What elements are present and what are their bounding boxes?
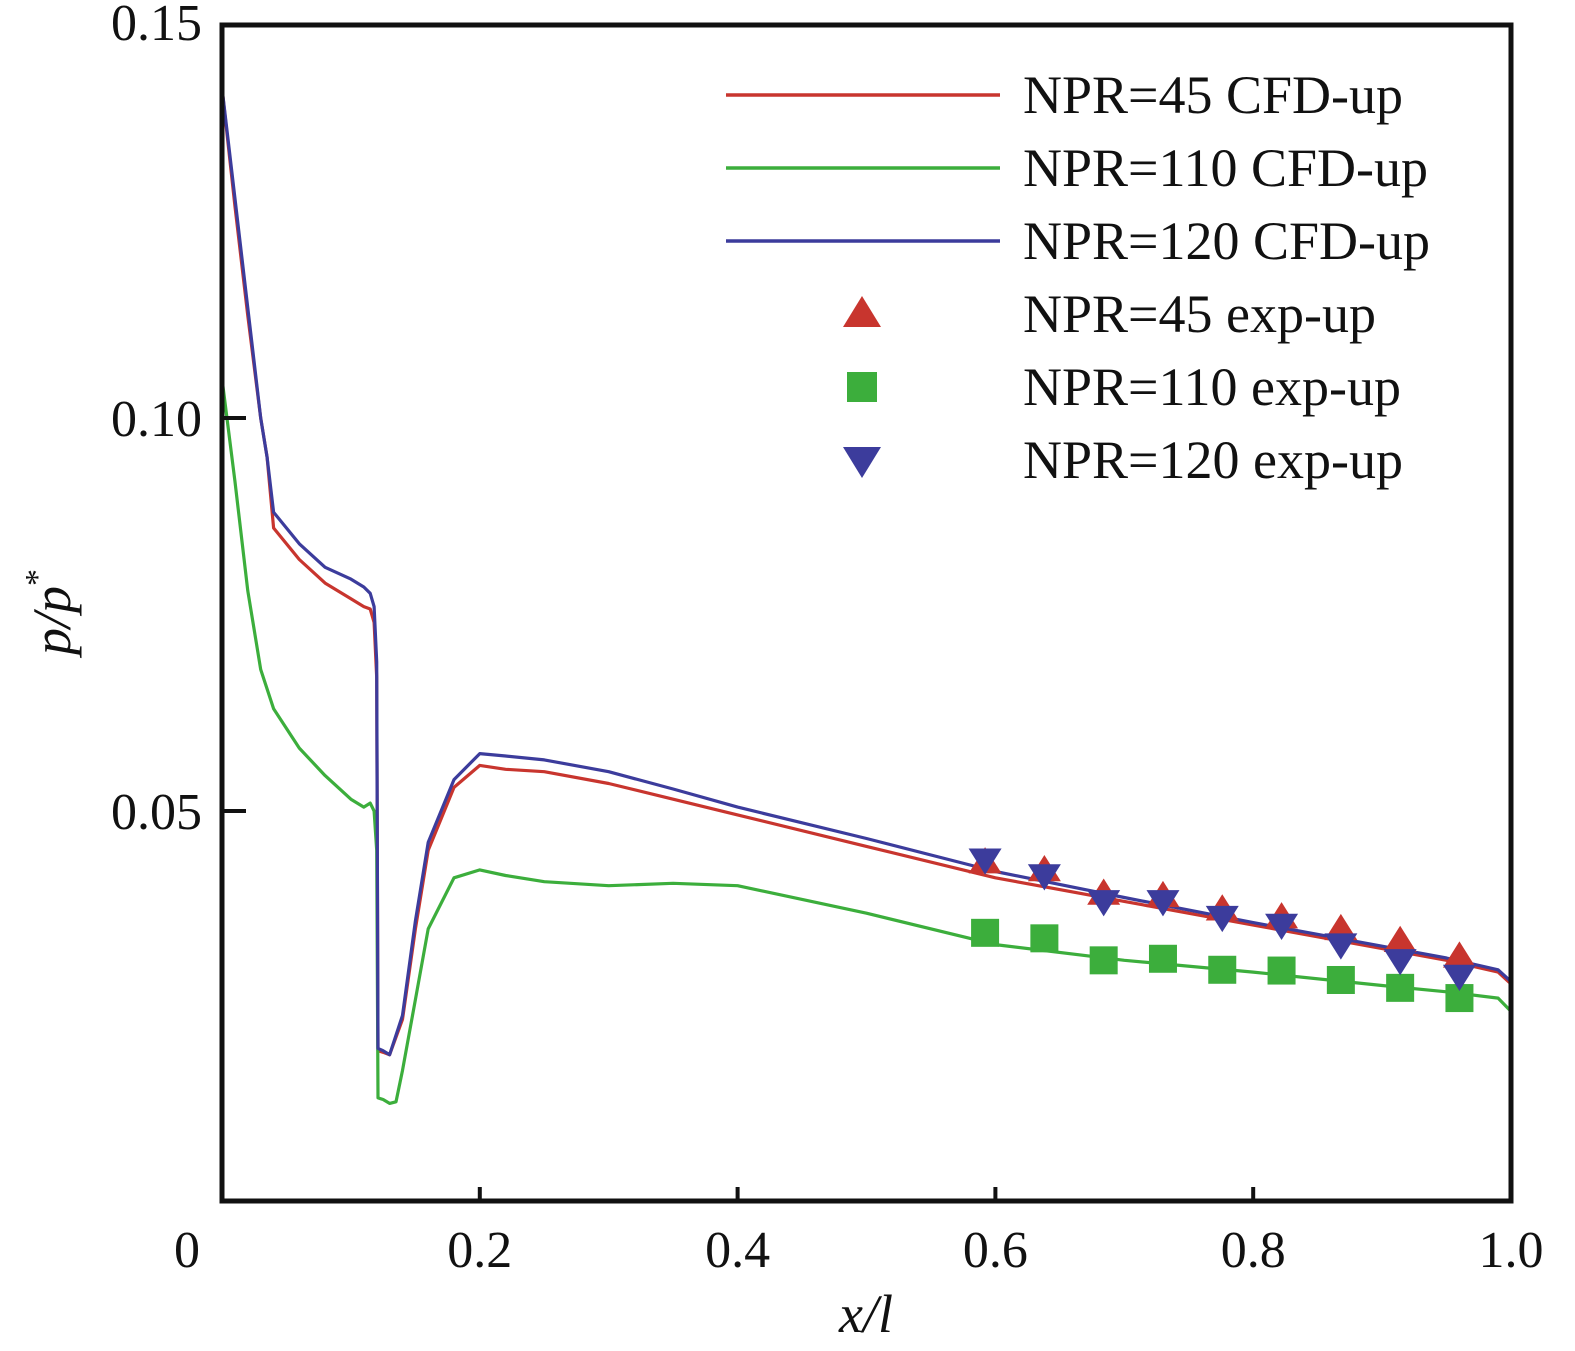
data-point xyxy=(1148,944,1177,973)
x-tick-label: 0 xyxy=(174,1222,200,1279)
x-tick-label: 0.6 xyxy=(963,1222,1028,1279)
series-line-2 xyxy=(220,87,1513,1057)
legend-label: NPR=120 CFD-up xyxy=(1023,211,1430,271)
y-axis-label-sup: * xyxy=(19,569,56,586)
data-point xyxy=(971,918,1000,947)
data-point xyxy=(1208,955,1237,984)
legend-marker xyxy=(843,296,881,327)
legend-entry: NPR=45 exp-up xyxy=(843,284,1376,344)
series-lines xyxy=(220,87,1513,1106)
x-axis: 0 0.2 0.4 0.6 0.8 1.0 xyxy=(174,1187,1544,1279)
legend-entry: NPR=45 CFD-up xyxy=(726,65,1403,125)
x-tick-label: 1.0 xyxy=(1479,1222,1544,1279)
x-tick-label: 0.4 xyxy=(705,1222,770,1279)
series-line-1 xyxy=(220,378,1513,1106)
legend-label: NPR=120 exp-up xyxy=(1023,430,1403,490)
data-point xyxy=(1265,913,1299,940)
data-point xyxy=(1087,890,1121,917)
legend-label: NPR=110 CFD-up xyxy=(1023,138,1428,198)
data-point xyxy=(1386,973,1415,1002)
y-tick-label: 0.15 xyxy=(111,0,202,52)
x-axis-label: x/l xyxy=(838,1284,893,1344)
data-point xyxy=(1326,965,1355,994)
data-point xyxy=(1442,941,1476,968)
legend-marker xyxy=(843,447,881,478)
y-tick-label: 0.05 xyxy=(111,784,202,841)
series-markers xyxy=(968,847,1476,1013)
y-axis-label: p/p* xyxy=(19,569,82,659)
legend-entry: NPR=120 exp-up xyxy=(843,430,1403,490)
data-point xyxy=(1267,956,1296,985)
legend: NPR=45 CFD-up NPR=110 CFD-up NPR=120 CFD-u… xyxy=(726,65,1430,490)
legend-label: NPR=45 exp-up xyxy=(1023,284,1376,344)
x-tick-label: 0.2 xyxy=(447,1222,512,1279)
legend-entry: NPR=120 CFD-up xyxy=(726,211,1430,271)
y-axis-label-main: p/p xyxy=(22,586,82,659)
legend-label: NPR=45 CFD-up xyxy=(1023,65,1403,125)
y-axis: 0.05 0.10 0.15 xyxy=(111,0,246,841)
plot-frame xyxy=(219,22,1514,1204)
data-point xyxy=(968,848,1002,875)
x-tick-label: 0.8 xyxy=(1221,1222,1286,1279)
data-point xyxy=(1030,924,1059,953)
legend-label: NPR=110 exp-up xyxy=(1023,357,1401,417)
legend-entry: NPR=110 CFD-up xyxy=(726,138,1428,198)
data-point xyxy=(1027,864,1061,891)
data-point xyxy=(1146,890,1180,917)
data-point xyxy=(1089,946,1118,975)
data-point xyxy=(1383,949,1417,976)
y-tick-label: 0.10 xyxy=(111,391,202,448)
legend-marker xyxy=(847,372,877,402)
data-point xyxy=(1442,964,1476,992)
data-point xyxy=(1205,905,1239,933)
legend-entry: NPR=110 exp-up xyxy=(847,357,1401,417)
data-point xyxy=(1383,925,1417,952)
data-point xyxy=(1324,933,1358,960)
